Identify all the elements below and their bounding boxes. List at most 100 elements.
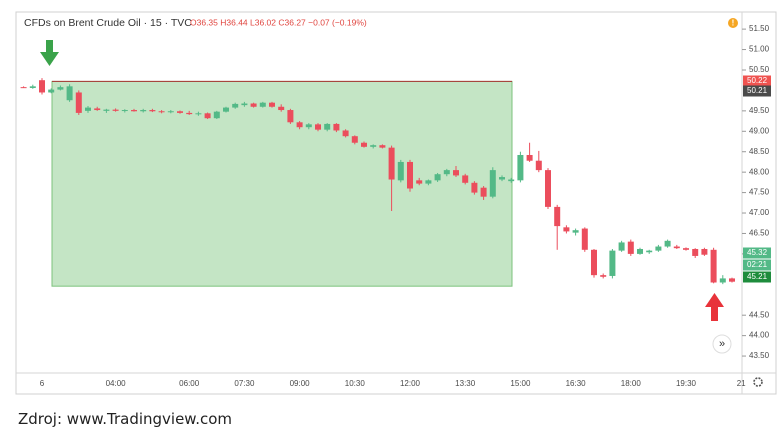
candle-body	[683, 248, 689, 250]
candle-body	[149, 110, 156, 112]
candle-body	[75, 92, 82, 113]
candle-body	[241, 103, 248, 106]
candle-body	[315, 124, 321, 130]
candle-body	[131, 110, 137, 112]
x-tick-label: 07:30	[234, 379, 255, 388]
candle-body	[416, 180, 423, 184]
candle-body	[379, 145, 386, 148]
candle-body	[324, 123, 331, 130]
candle-body	[57, 87, 64, 90]
candle-body	[719, 278, 726, 283]
entry-arrow	[40, 40, 59, 66]
price-label: 50.21	[747, 86, 768, 95]
candle-body	[259, 102, 266, 107]
candle-body	[572, 230, 579, 233]
y-tick-label: 51.50	[749, 24, 770, 33]
candle-body	[342, 130, 349, 137]
candle-body	[397, 161, 404, 181]
candle-body	[646, 250, 653, 253]
y-tick-label: 48.00	[749, 167, 770, 176]
price-label-box	[743, 247, 771, 259]
candle-body	[66, 86, 73, 101]
x-tick-label: 06:00	[179, 379, 200, 388]
x-tick-label: 04:00	[106, 379, 127, 388]
candle-body	[48, 89, 55, 93]
y-tick-label: 47.50	[749, 188, 770, 197]
candle-body	[140, 110, 147, 112]
price-label-box	[743, 271, 771, 283]
candle-body	[434, 174, 441, 181]
candle-body	[223, 107, 229, 112]
candle-body	[664, 240, 671, 247]
y-tick-label: 46.50	[749, 229, 770, 238]
candle-body	[407, 161, 413, 189]
caption: Zdroj: www.Tradingview.com	[18, 410, 232, 428]
y-tick-label: 50.50	[749, 65, 770, 74]
candle-body	[443, 170, 450, 175]
candle-body	[710, 249, 717, 283]
frame	[15, 11, 777, 395]
candle-body	[563, 227, 570, 232]
candle-body	[637, 248, 643, 254]
price-label: 45.32	[747, 248, 768, 257]
candle-body	[554, 206, 561, 227]
candle-body	[499, 177, 505, 180]
candle-body	[425, 180, 432, 184]
candle-body	[278, 106, 285, 111]
candle-body	[480, 187, 487, 197]
candle-body	[453, 170, 459, 176]
highlight-box	[51, 80, 513, 287]
candle-body	[85, 107, 91, 111]
alert-icon[interactable]	[728, 18, 738, 28]
countdown-box	[743, 259, 771, 271]
candle-body	[287, 110, 294, 123]
candle-body	[158, 111, 165, 113]
candle-body	[508, 179, 515, 182]
candle-body	[692, 248, 699, 256]
ohlc-readout: O36.35 H36.44 L36.02 C36.27 −0.07 (−0.19…	[190, 17, 367, 27]
x-tick-label: 15:00	[510, 379, 531, 388]
scroll-button[interactable]	[712, 334, 732, 354]
x-tick-label: 09:00	[290, 379, 311, 388]
candle-body	[121, 110, 128, 112]
candle-body	[112, 109, 119, 111]
candle-body	[250, 103, 257, 107]
candle-body	[20, 87, 27, 89]
candle-body	[729, 278, 735, 282]
chart-title: CFDs on Brent Crude Oil · 15 · TVC	[24, 17, 192, 29]
price-label-box	[743, 75, 771, 87]
candle-body	[609, 250, 616, 276]
scroll-button-icon: »	[719, 338, 725, 350]
candle-body	[296, 122, 303, 128]
x-tick-label: 21	[737, 379, 746, 388]
candle-body	[618, 242, 625, 251]
x-tick-label: 6	[40, 379, 45, 388]
candle-body	[600, 275, 607, 277]
y-tick-label: 47.00	[749, 208, 770, 217]
y-tick-label: 49.00	[749, 126, 770, 135]
alert-icon-mark: !	[732, 19, 735, 28]
candle-body	[462, 175, 469, 183]
x-tick-label: 19:30	[676, 379, 697, 388]
candle-body	[701, 248, 708, 255]
candle-body	[535, 160, 542, 171]
candle-body	[655, 246, 662, 251]
candle-body	[269, 102, 275, 107]
candle-body	[581, 228, 588, 250]
candle-body	[361, 142, 367, 147]
settings-icon[interactable]	[753, 377, 763, 387]
x-tick-label: 18:00	[621, 379, 642, 388]
candle-body	[186, 112, 193, 115]
candle-body	[526, 154, 533, 161]
candle-body	[39, 80, 45, 93]
candle-body	[471, 182, 478, 193]
candle-body	[29, 86, 36, 88]
candle-body	[103, 109, 110, 111]
y-tick-label: 44.50	[749, 310, 770, 319]
candle-body	[489, 170, 496, 197]
y-tick-label: 51.00	[749, 45, 770, 54]
price-label: 45.21	[747, 272, 768, 281]
candle-body	[517, 154, 524, 181]
x-tick-label: 13:30	[455, 379, 476, 388]
